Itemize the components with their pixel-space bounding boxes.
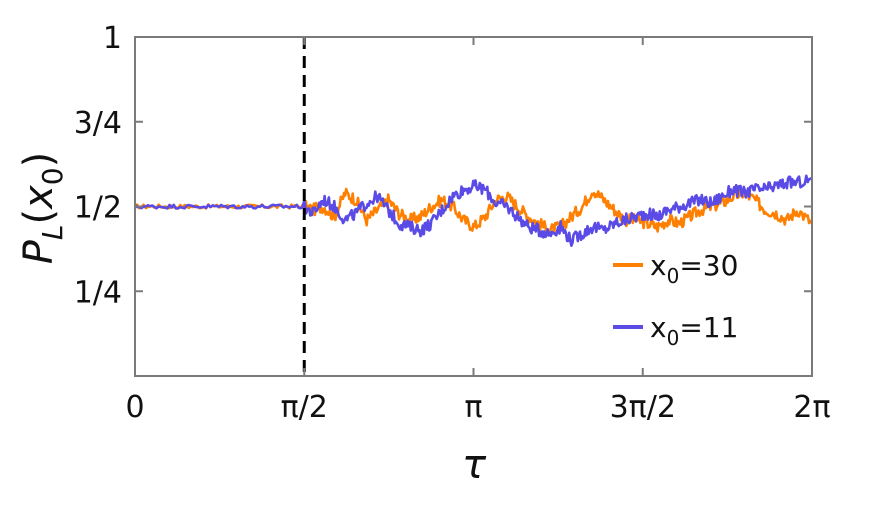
legend-label-x0-30: x0=30 (650, 249, 738, 288)
y-axis-title: PL(x0) (16, 152, 69, 264)
x-tick-label: 0 (125, 390, 144, 425)
legend-label-subscript: 0 (667, 326, 680, 350)
y-axis-title-part: L (36, 224, 69, 240)
x-tick-label: π/2 (281, 390, 328, 425)
x-tick-label: π (464, 390, 482, 425)
x-tick-label: 2π (793, 390, 830, 425)
y-axis-title-part: ( (16, 209, 62, 225)
series-line-x0-30 (134, 187, 814, 236)
x-tick-label: 3π/2 (610, 390, 676, 425)
legend-label-x0-11: x0=11 (650, 311, 738, 350)
y-axis-title-part: x (16, 185, 62, 211)
legend-label-main: x (650, 249, 667, 282)
y-tick-label: 1 (103, 21, 122, 56)
legend-label-subscript: 0 (667, 264, 680, 288)
y-tick-label: 1/4 (74, 275, 122, 310)
y-tick-label: 3/4 (74, 106, 122, 141)
y-axis-title-part: 0 (36, 167, 69, 185)
series-layer (134, 174, 814, 247)
y-axis-title-part: ) (16, 152, 62, 168)
x-axis-title: τ (462, 442, 487, 488)
y-tick-label: 1/2 (74, 191, 122, 226)
legend-label-main: x (650, 311, 667, 344)
series-line-x0-11 (134, 174, 813, 247)
tick-layer: 0 π/2 π 3π/2 2π 1/4 1/2 3/4 1 (74, 21, 831, 425)
y-axis-title-part: P (16, 239, 62, 264)
legend-label-rest: =30 (679, 249, 738, 282)
legend-label-rest: =11 (679, 311, 738, 344)
legend: x0=30 x0=11 (613, 249, 738, 350)
